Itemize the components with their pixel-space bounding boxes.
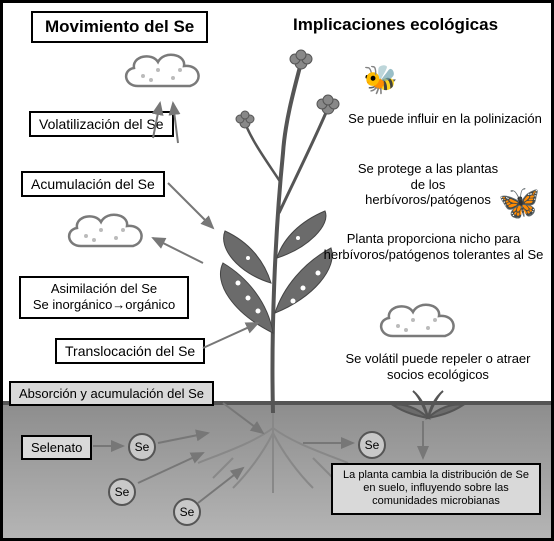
asimilacion-line2: Se inorgánico→orgánico	[33, 297, 175, 312]
asimilacion-line1: Asimilación del Se	[51, 281, 157, 296]
cloud-top	[118, 48, 208, 96]
cloud-mid	[61, 208, 151, 256]
protege-l2: de los	[411, 177, 446, 192]
box-selenato: Selenato	[21, 435, 92, 460]
volatil-l1: Se volátil puede repeler o atraer	[345, 351, 530, 366]
header-left-box: Movimiento del Se	[31, 11, 208, 43]
soil-l3: comunidades microbianas	[372, 495, 500, 507]
text-polinizacion: Se puede influir en la polinización	[345, 111, 545, 127]
soil-l2: en suelo, influyendo sobre las	[363, 482, 509, 494]
text-protege: Se protege a las plantas de los herbívor…	[343, 161, 513, 208]
se-circle-2: Se	[108, 478, 136, 506]
se-circle-3: Se	[173, 498, 201, 526]
bee-icon: 🐝	[363, 63, 398, 96]
box-volatilizacion: Volatilización del Se	[29, 111, 174, 137]
box-asimilacion: Asimilación del Se Se inorgánico→orgánic…	[19, 276, 189, 319]
header-right-title: Implicaciones ecológicas	[293, 15, 498, 35]
protege-l3: herbívoros/patógenos	[365, 192, 491, 207]
box-acumulacion: Acumulación del Se	[21, 171, 165, 197]
butterfly-icon: 🦋	[498, 183, 540, 223]
text-nicho: Planta proporciona nicho para herbívoros…	[321, 231, 546, 262]
soil-l1: La planta cambia la distribución de Se	[343, 469, 529, 481]
volatil-l2: socios ecológicos	[387, 367, 489, 382]
small-plant	[383, 383, 473, 423]
se-circle-4: Se	[358, 431, 386, 459]
se-circle-1: Se	[128, 433, 156, 461]
box-translocacion: Translocación del Se	[55, 338, 205, 364]
diagram-canvas: Movimiento del Se Implicaciones ecológic…	[0, 0, 554, 541]
nicho-l2: herbívoros/patógenos tolerantes al Se	[324, 247, 544, 262]
cloud-right	[373, 298, 463, 346]
nicho-l1: Planta proporciona nicho para	[347, 231, 520, 246]
box-soil-text: La planta cambia la distribución de Se e…	[331, 463, 541, 515]
text-volatil: Se volátil puede repeler o atraer socios…	[333, 351, 543, 382]
protege-l1: Se protege a las plantas	[358, 161, 498, 176]
box-absorcion: Absorción y acumulación del Se	[9, 381, 214, 406]
